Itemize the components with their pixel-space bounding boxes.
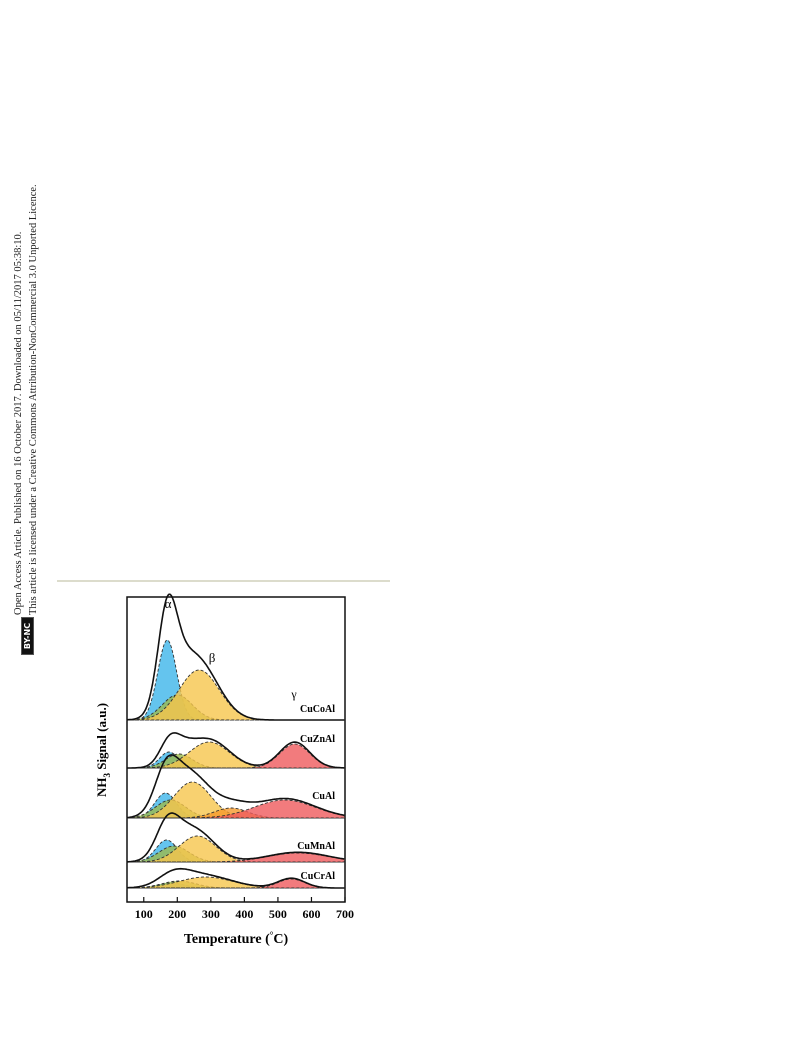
sample-label: CuCoAl (300, 704, 335, 715)
y-label-part: Signal (a.u.) (94, 703, 109, 773)
annotation: γ (290, 687, 297, 701)
total-curve (126, 593, 345, 721)
x-label-part: Temperature ( (184, 932, 270, 947)
sample-label: CuAl (312, 791, 335, 802)
y-axis-label: NH3 Signal (a.u.) (94, 703, 112, 797)
x-tick-label: 700 (336, 907, 354, 921)
total-curve (126, 754, 345, 819)
peak (127, 852, 345, 863)
x-label-sup: ° (270, 930, 274, 940)
sample-label: CuZnAl (300, 734, 335, 745)
total-curve (127, 812, 345, 863)
x-tick-label: 600 (302, 907, 320, 921)
y-label-part: NH (94, 778, 109, 798)
x-tick-label: 400 (235, 907, 253, 921)
sample-label: CuCrAl (301, 871, 336, 882)
annotation: β (209, 650, 216, 665)
x-tick-label: 300 (202, 907, 220, 921)
total-curve (126, 867, 345, 889)
y-label-sub: 3 (102, 773, 112, 778)
sample-label: CuMnAl (297, 841, 335, 852)
peak (127, 743, 345, 769)
x-tick-label: 100 (135, 907, 153, 921)
x-tick-label: 500 (269, 907, 287, 921)
x-label-part: C) (273, 932, 288, 947)
annotation: α (165, 596, 172, 611)
x-axis-label: Temperature (°C) (184, 930, 289, 947)
peak (127, 799, 345, 819)
total-curve (127, 732, 345, 769)
separator (57, 580, 390, 582)
x-tick-label: 200 (168, 907, 186, 921)
plot-frame (126, 596, 346, 903)
